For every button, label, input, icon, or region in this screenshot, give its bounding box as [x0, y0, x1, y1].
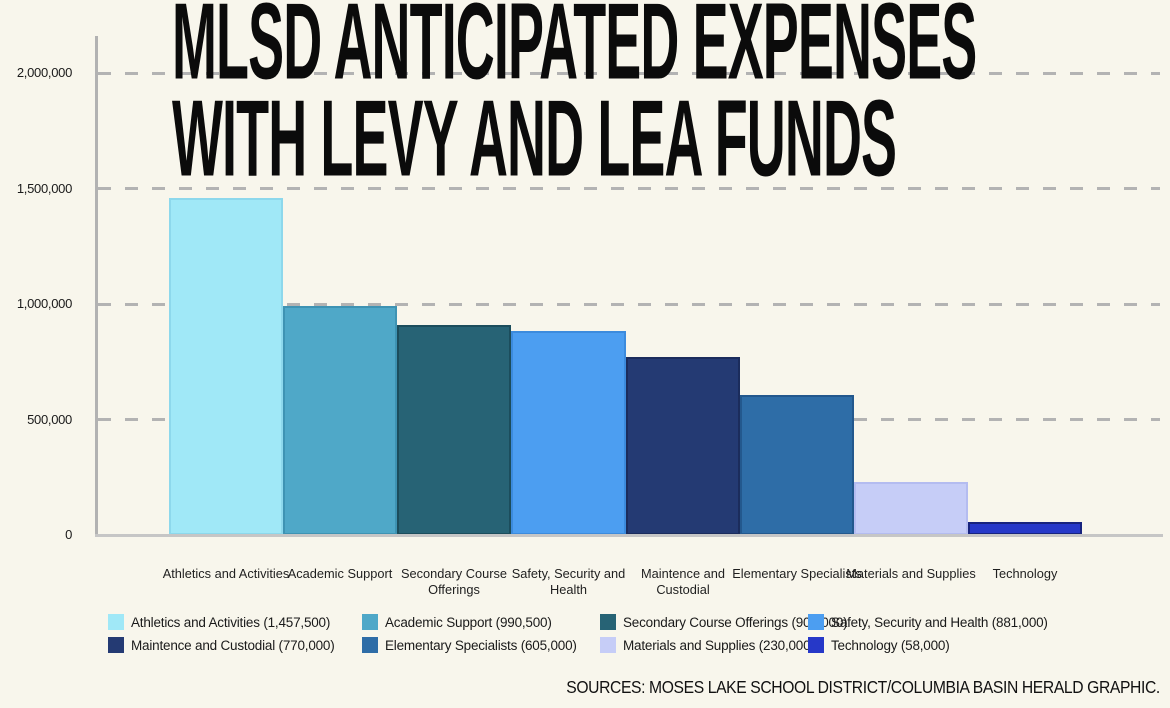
x-category-label: Academic Support — [287, 566, 393, 581]
legend-swatch — [600, 637, 616, 653]
bar-safety-security-and-health — [511, 331, 626, 535]
legend-swatch — [362, 614, 378, 630]
legend-swatch — [362, 637, 378, 653]
legend-item-label: Athletics and Activities (1,457,500) — [131, 615, 331, 630]
x-category-label: Technology — [992, 566, 1058, 581]
gridline — [98, 187, 1160, 190]
x-category-label: Maintence and Custodial — [641, 566, 725, 597]
legend-swatch — [808, 637, 824, 653]
x-category-label: Elementary Specialists — [732, 566, 862, 581]
bar-academic-support — [283, 306, 397, 535]
legend-item-label: Safety, Security and Health (881,000) — [831, 615, 1048, 630]
y-axis-line — [95, 36, 98, 537]
chart-title-line-2: WITH LEVY AND LEA FUNDS — [172, 79, 897, 200]
x-axis-line — [95, 534, 1163, 537]
legend-swatch — [808, 614, 824, 630]
legend-swatch — [108, 637, 124, 653]
x-category-label: Safety, Security and Health — [511, 566, 626, 597]
x-category-label: Athletics and Activities — [162, 566, 290, 581]
source-attribution: SOURCES: MOSES LAKE SCHOOL DISTRICT/COLU… — [566, 678, 1160, 698]
bar-materials-and-supplies — [854, 482, 968, 535]
chart-title-line-1: MLSD ANTICIPATED EXPENSES — [172, 0, 977, 103]
gridline — [98, 302, 1160, 306]
bar-maintence-and-custodial — [626, 357, 740, 535]
legend-swatch — [108, 614, 124, 630]
bar-elementary-specialists — [740, 395, 854, 535]
y-tick-label: 0 — [65, 527, 72, 542]
legend-item-label: Maintence and Custodial (770,000) — [131, 638, 335, 653]
x-category-label: Materials and Supplies — [846, 566, 976, 581]
legend-item-label: Technology (58,000) — [831, 638, 950, 653]
legend-item-label: Elementary Specialists (605,000) — [385, 638, 577, 653]
y-tick-label: 500,000 — [27, 411, 72, 427]
bar-secondary-course-offerings — [397, 325, 511, 535]
y-tick-label: 1,000,000 — [16, 296, 72, 311]
legend-item-label: Academic Support (990,500) — [385, 615, 552, 630]
legend-item-label: Secondary Course Offerings (908,000) — [623, 615, 848, 630]
bar-athletics-and-activities — [169, 198, 283, 535]
y-tick-label: 1,500,000 — [16, 180, 72, 196]
x-category-label: Secondary Course Offerings — [401, 566, 507, 597]
y-tick-label: 2,000,000 — [16, 65, 72, 80]
legend-item-label: Materials and Supplies (230,000) — [623, 638, 815, 653]
gridline — [98, 71, 1160, 75]
legend-swatch — [600, 614, 616, 630]
